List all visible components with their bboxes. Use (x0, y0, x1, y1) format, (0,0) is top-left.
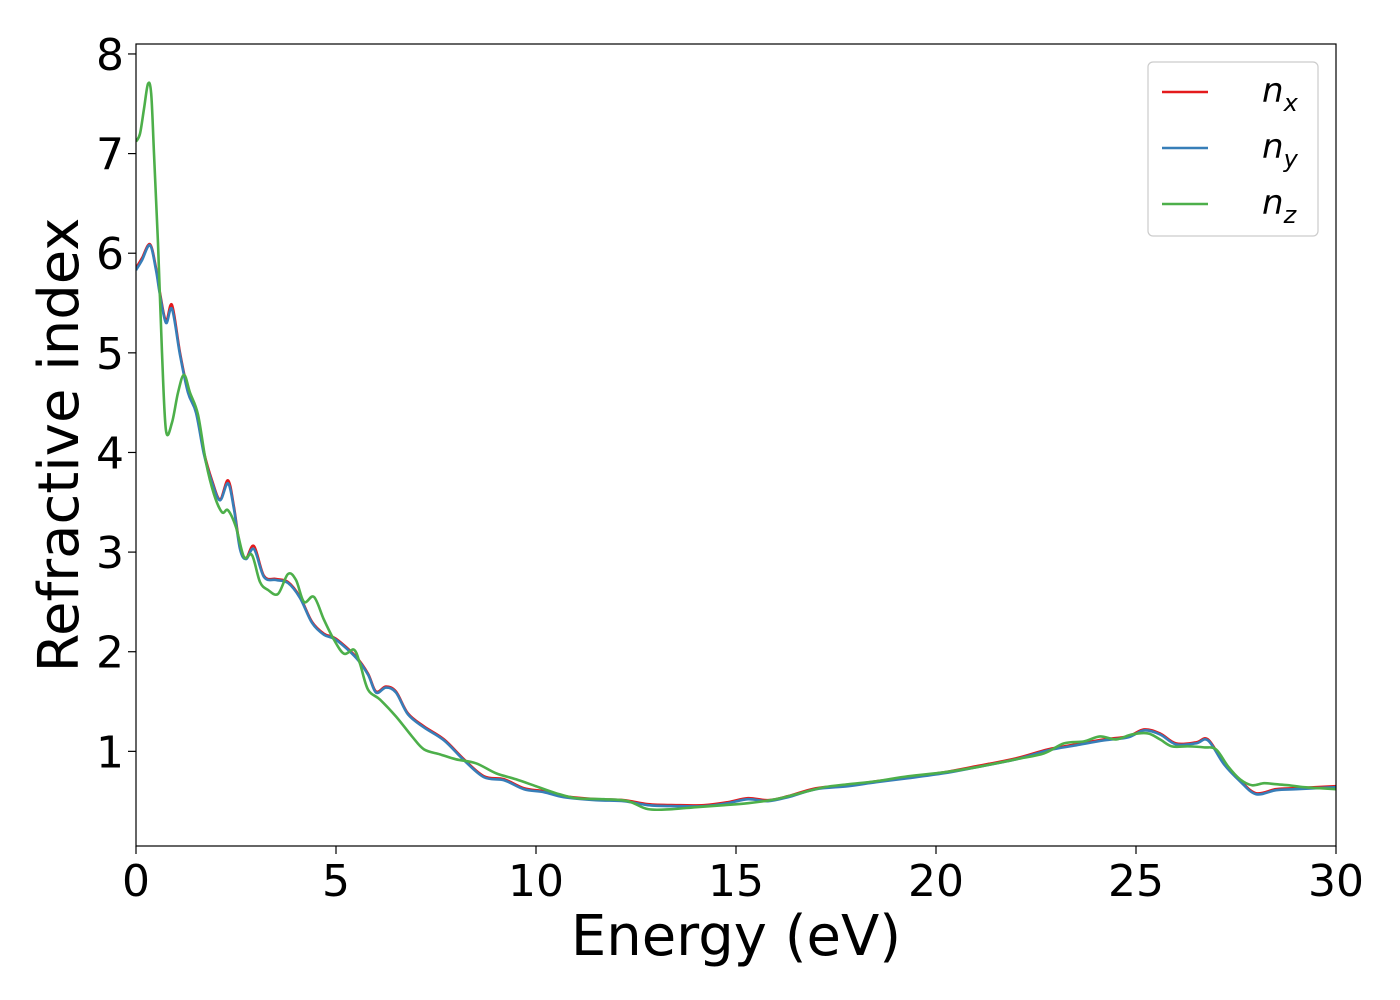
legend-label-subscript: z (1283, 201, 1298, 229)
legend-box (1147, 61, 1319, 237)
x-tick-label: 5 (322, 856, 350, 907)
x-tick-label: 20 (908, 856, 964, 907)
x-tick-label: 25 (1108, 856, 1164, 907)
legend-label-z: nz (1262, 183, 1298, 229)
legend-label-y: ny (1262, 127, 1299, 173)
y-axis-label: Refractive index (27, 218, 92, 673)
y-tick-label: 7 (96, 130, 124, 181)
x-tick-label: 30 (1308, 856, 1364, 907)
legend-label-subscript: x (1283, 89, 1299, 117)
series-layer (136, 81, 1336, 812)
x-tick-label: 15 (708, 856, 764, 907)
x-tick-label: 10 (508, 856, 564, 907)
x-axis-ticks: 0 5 10 15 20 25 30 (122, 846, 1364, 907)
x-tick-label: 0 (122, 856, 150, 907)
y-tick-label: 3 (96, 528, 124, 579)
y-tick-label: 2 (96, 628, 124, 679)
y-tick-label: 8 (96, 30, 124, 81)
y-tick-label: 5 (96, 329, 124, 380)
y-axis-ticks: 1 2 3 4 5 6 7 8 (96, 30, 136, 778)
legend-label-base: n (1262, 71, 1284, 111)
legend-label-subscript: y (1283, 145, 1299, 173)
legend-label-base: n (1262, 183, 1284, 223)
series-line-x (136, 242, 1336, 807)
y-tick-label: 4 (96, 428, 124, 479)
legend-label-x: nx (1262, 71, 1299, 117)
y-tick-label: 1 (96, 727, 124, 778)
series-line-y (136, 243, 1336, 808)
legend-label-base: n (1262, 127, 1284, 167)
x-axis-label: Energy (eV) (571, 904, 901, 969)
series-line-z (136, 81, 1336, 812)
y-tick-label: 6 (96, 229, 124, 280)
